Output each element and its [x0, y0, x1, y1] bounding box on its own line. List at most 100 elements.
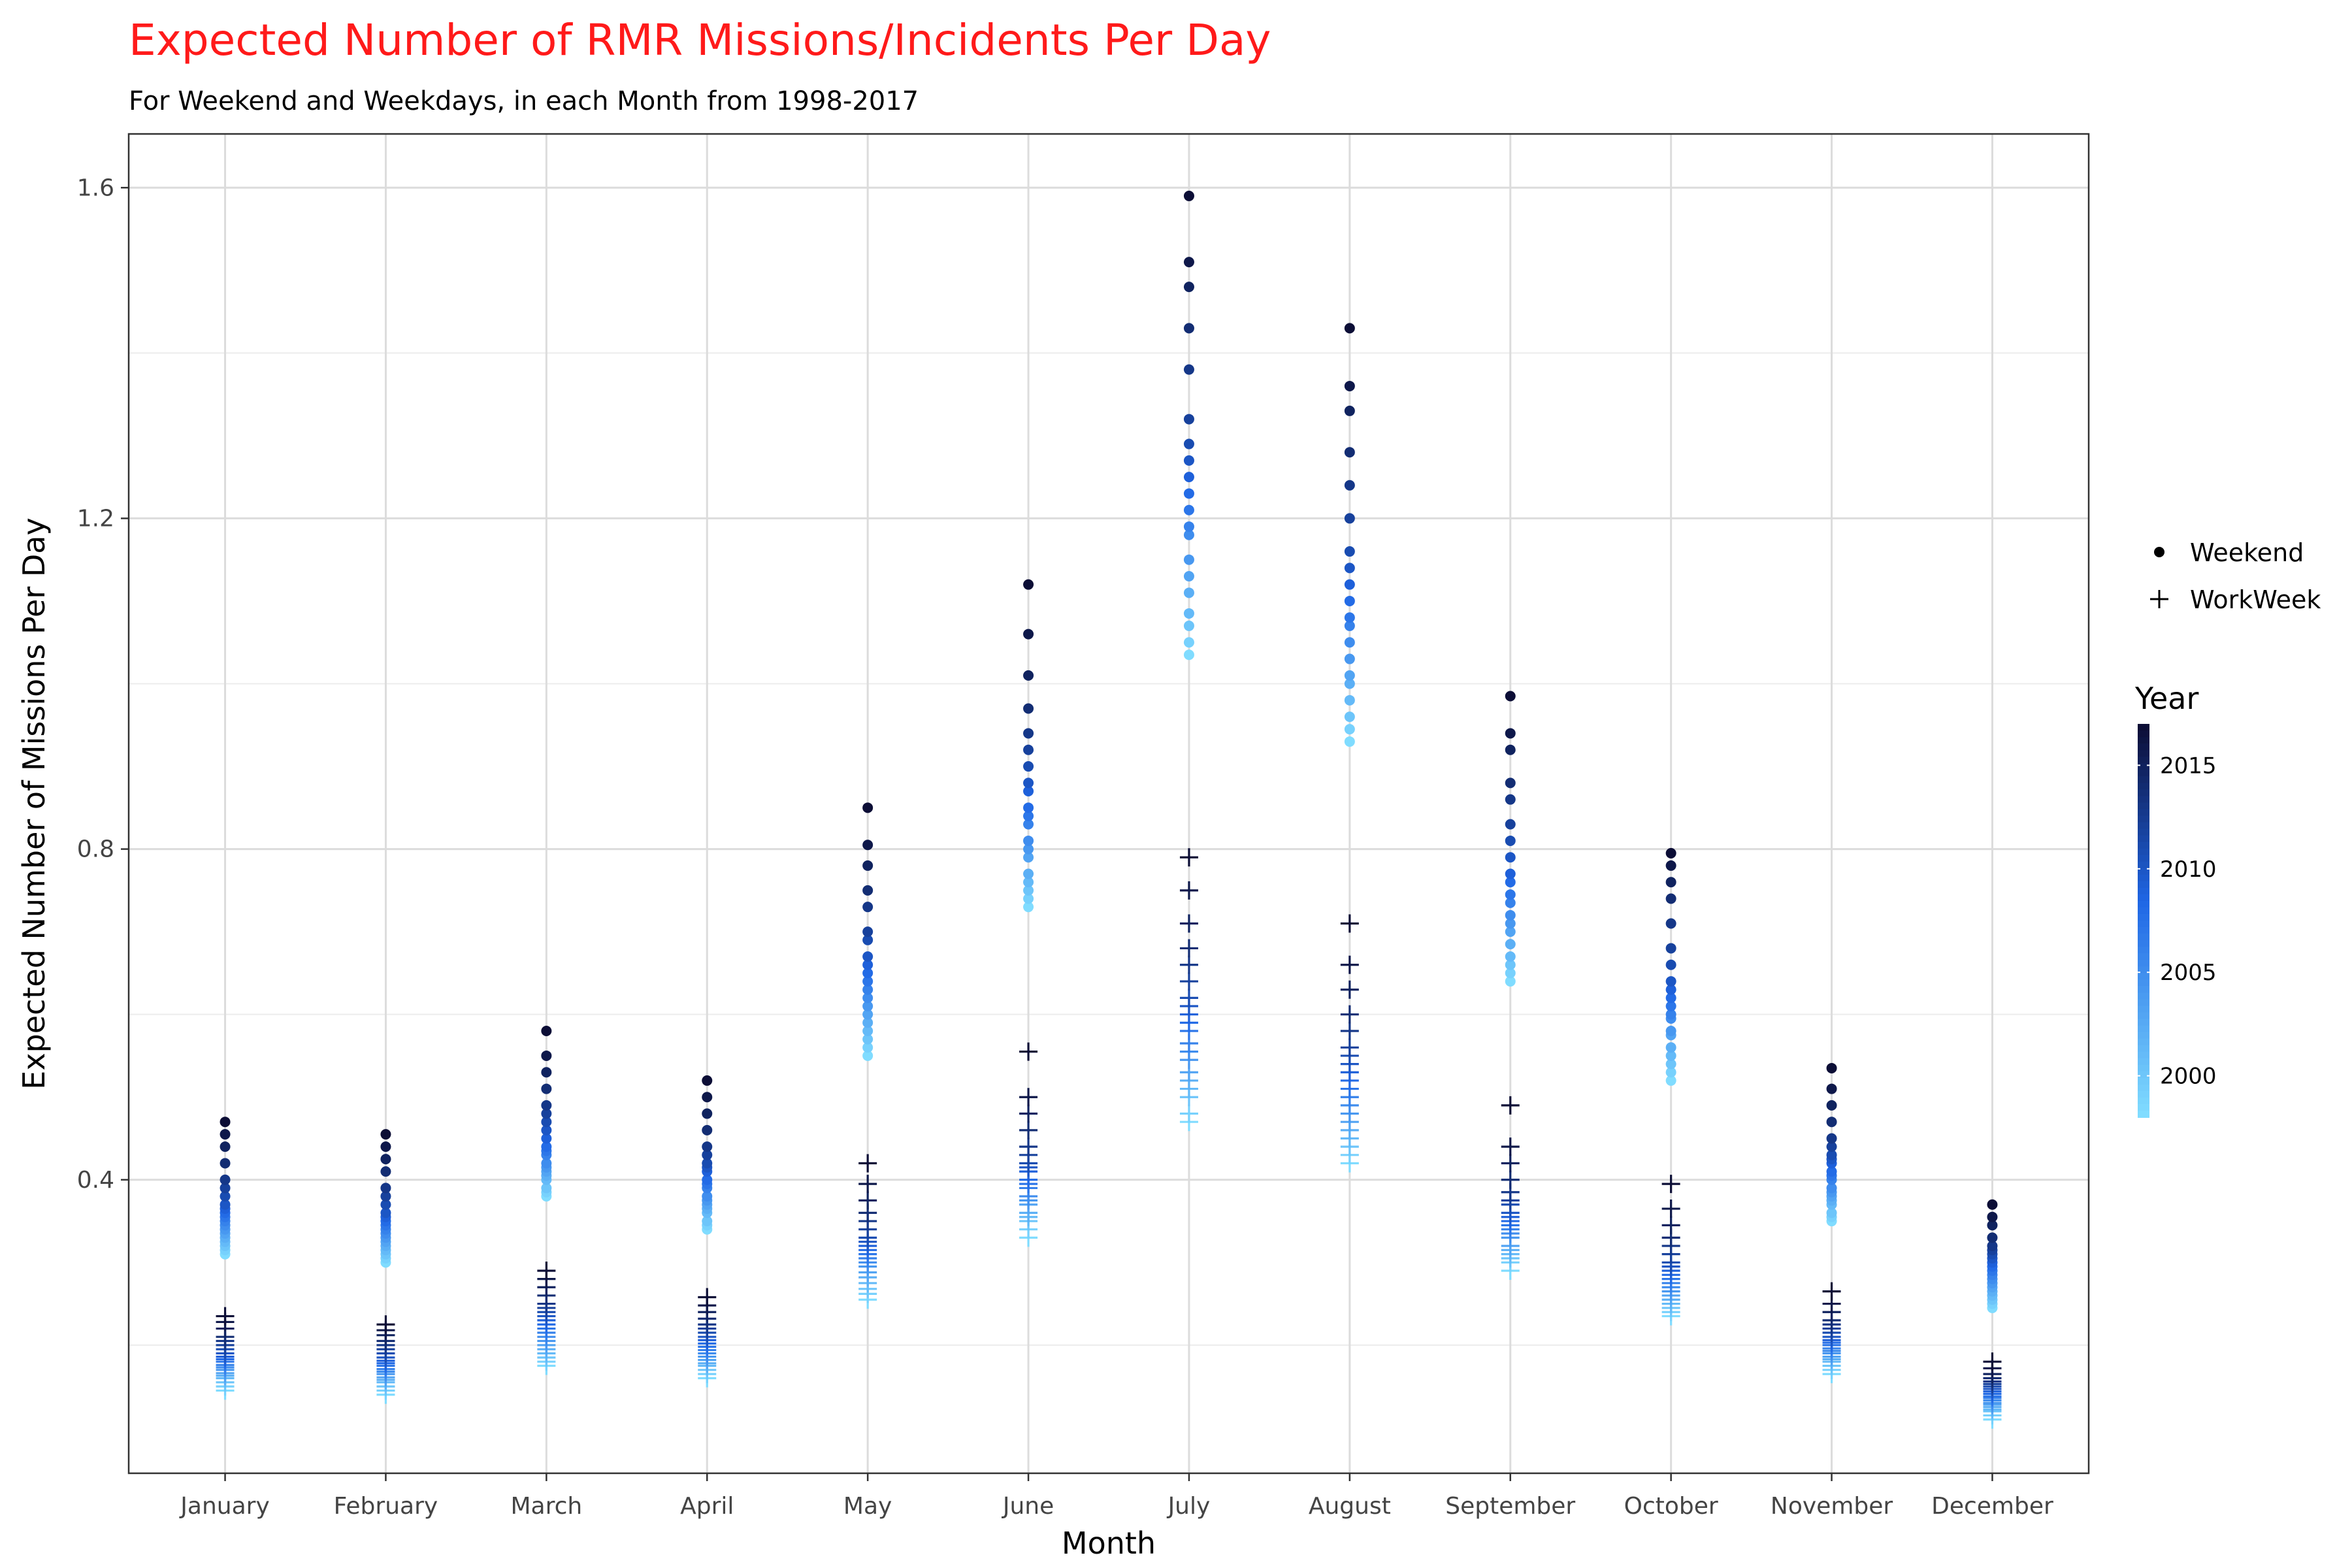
workweek-point [1340, 955, 1359, 974]
workweek-point [1340, 980, 1359, 999]
colorbar-segment [2138, 743, 2149, 751]
weekend-point [1826, 1207, 1837, 1218]
weekend-point [702, 1075, 713, 1086]
weekend-point [1665, 893, 1676, 904]
weekend-point [1505, 926, 1516, 938]
colorbar-segment [2138, 789, 2149, 797]
colorbar-segment [2138, 881, 2149, 889]
y-axis-title: Expected Number of Missions Per Day [16, 517, 52, 1089]
weekend-point [1183, 504, 1194, 515]
weekend-point [1023, 893, 1034, 904]
weekend-point [862, 840, 874, 851]
colorbar-segment [2138, 953, 2149, 961]
colorbar-segment [2138, 783, 2149, 791]
weekend-point [1826, 1117, 1837, 1128]
weekend-point [862, 902, 874, 913]
weekend-point [1344, 670, 1355, 681]
colorbar-label: 2010 [2160, 857, 2217, 883]
weekend-point [1505, 728, 1516, 739]
weekend-point [1344, 736, 1355, 747]
weekend-point [1505, 951, 1516, 962]
weekend-point [1344, 653, 1355, 664]
weekend-point [541, 1117, 552, 1128]
colorbar-segment [2138, 1058, 2149, 1066]
workweek-point [858, 1191, 877, 1210]
colorbar-segment [2138, 907, 2149, 915]
weekend-point [1183, 472, 1194, 483]
workweek-point [698, 1288, 717, 1307]
weekend-point [1344, 579, 1355, 590]
weekend-point [541, 1133, 552, 1144]
weekend-point [1505, 691, 1516, 702]
weekend-point [1505, 897, 1516, 908]
weekend-point [862, 976, 874, 987]
weekend-point [1665, 1058, 1676, 1070]
weekend-point [1665, 992, 1676, 1004]
weekend-point [1826, 1141, 1837, 1152]
weekend-point [1665, 1067, 1676, 1078]
weekend-point [1183, 282, 1194, 293]
weekend-point [1987, 1220, 1998, 1231]
weekend-point [1505, 959, 1516, 970]
workweek-point [1019, 1042, 1038, 1061]
colorbar-segment [2138, 1103, 2149, 1111]
colorbar-segment [2138, 887, 2149, 895]
workweek-point [1179, 914, 1198, 933]
weekend-point [862, 1034, 874, 1045]
weekend-point [1183, 323, 1194, 334]
colorbar-segment [2138, 730, 2149, 738]
weekend-point [1183, 571, 1194, 582]
weekend-point [862, 934, 874, 945]
colorbar-segment [2138, 1051, 2149, 1059]
weekend-point [1023, 802, 1034, 813]
workweek-point [1340, 1021, 1359, 1040]
weekend-point [1344, 595, 1355, 606]
weekend-point [862, 860, 874, 871]
weekend-point [862, 885, 874, 896]
colorbar-segment [2138, 1032, 2149, 1039]
weekend-point [220, 1141, 231, 1152]
colorbar-segment [2138, 913, 2149, 921]
weekend-point [702, 1141, 713, 1152]
x-tick-label: November [1771, 1493, 1893, 1520]
workweek-point [1340, 1038, 1359, 1057]
weekend-point [1183, 587, 1194, 598]
chart-title: Expected Number of RMR Missions/Incident… [129, 15, 1271, 65]
weekend-point [1665, 860, 1676, 871]
weekend-point [1505, 918, 1516, 929]
colorbar-segment [2138, 815, 2149, 823]
weekend-point [702, 1216, 713, 1227]
colorbar-segment [2138, 874, 2149, 882]
weekend-point [541, 1067, 552, 1078]
weekend-point [1183, 455, 1194, 466]
weekend-point [1183, 521, 1194, 532]
weekend-point [220, 1191, 231, 1202]
colorbar-segment [2138, 848, 2149, 856]
weekend-point [1665, 847, 1676, 858]
weekend-point [862, 1009, 874, 1020]
weekend-point [1344, 380, 1355, 391]
weekend-point [541, 1108, 552, 1119]
weekend-point [1505, 835, 1516, 846]
legend-layer: Weekend WorkWeek Year 2000 2005 2010 2015 [2134, 538, 2321, 1118]
workweek-point [1019, 1137, 1038, 1156]
y-tick-label: 1.6 [77, 174, 114, 201]
colorbar-segment [2138, 921, 2149, 928]
weekend-point [1826, 1133, 1837, 1144]
colorbar-segment [2138, 947, 2149, 955]
weekend-point [541, 1141, 552, 1152]
x-tick-label: June [1002, 1493, 1054, 1520]
weekend-point [1344, 546, 1355, 557]
workweek-point [1983, 1352, 2002, 1371]
colorbar-segment [2138, 835, 2149, 843]
weekend-point [702, 1191, 713, 1202]
workweek-point [1019, 1120, 1038, 1139]
weekend-point [1344, 405, 1355, 416]
weekend-point [1023, 728, 1034, 739]
workweek-point [1661, 1200, 1680, 1218]
colorbar-segment [2138, 966, 2149, 974]
weekend-point [1023, 819, 1034, 830]
weekend-point [1183, 554, 1194, 565]
workweek-point [216, 1307, 235, 1326]
weekend-point [380, 1191, 391, 1202]
